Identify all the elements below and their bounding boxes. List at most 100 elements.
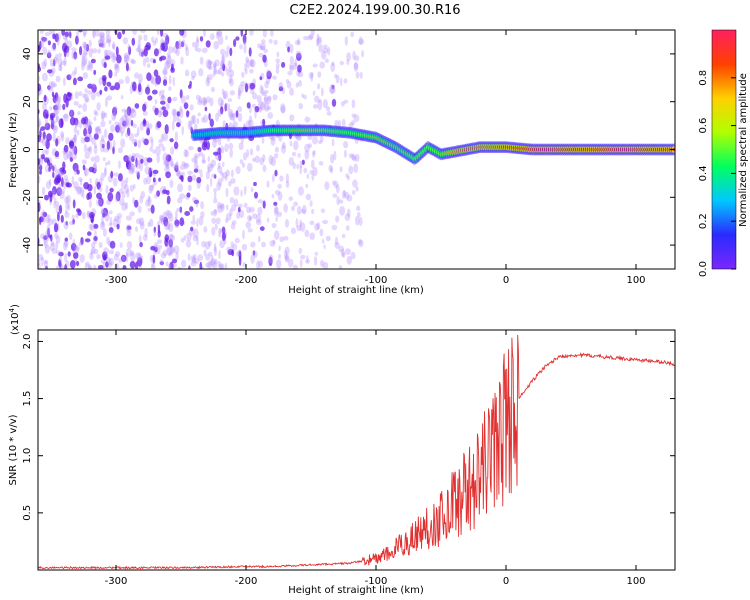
heatmap-noise-cell: [181, 39, 186, 47]
heatmap-noise-cell: [129, 112, 133, 119]
heatmap-noise-cell: [57, 211, 60, 222]
heatmap-noise-cell: [242, 33, 247, 44]
heatmap-noise-cell: [179, 217, 185, 227]
heatmap-noise-cell: [100, 110, 106, 120]
heatmap-noise-cell: [139, 161, 144, 172]
heatmap-noise-cell: [311, 174, 315, 181]
heatmap-noise-cell: [326, 106, 331, 112]
heatmap-noise-cell: [53, 201, 57, 209]
heatmap-noise-cell: [219, 239, 225, 249]
heatmap-noise-cell: [81, 159, 87, 165]
heatmap-noise-cell: [216, 31, 223, 37]
heatmap-noise-cell: [142, 103, 147, 112]
heatmap-noise-cell: [139, 121, 144, 131]
heatmap-noise-cell: [353, 62, 359, 72]
heatmap-noise-cell: [310, 72, 314, 77]
heatmap-noise-cell: [76, 129, 80, 136]
heatmap-noise-cell: [89, 178, 92, 184]
heatmap-noise-cell: [85, 123, 92, 134]
heatmap-noise-cell: [297, 64, 302, 73]
heatmap-noise-cell: [125, 117, 132, 127]
heatmap-noise-cell: [191, 256, 196, 264]
heatmap-noise-cell: [67, 204, 71, 211]
heatmap-noise-cell: [162, 66, 168, 75]
heatmap-noise-cell: [90, 156, 95, 162]
heatmap-noise-cell: [217, 155, 221, 161]
heatmap-noise-cell: [142, 119, 147, 127]
heatmap-noise-cell: [263, 89, 269, 94]
heatmap-noise-cell: [41, 186, 46, 196]
heatmap-noise-cell: [89, 252, 94, 260]
heatmap-noise-cell: [98, 39, 104, 48]
heatmap-noise-cell: [164, 61, 170, 70]
heatmap-noise-cell: [96, 181, 101, 190]
heatmap-noise-cell: [182, 171, 185, 177]
heatmap-noise-cell: [341, 118, 346, 128]
heatmap-noise-cell: [120, 125, 125, 134]
heatmap-noise-cell: [85, 44, 90, 52]
heatmap-noise-cell: [234, 237, 240, 244]
snr-x-axis-label: Height of straight line (km): [288, 585, 424, 596]
heatmap-noise-cell: [158, 214, 164, 223]
heatmap-noise-cell: [303, 94, 307, 100]
heatmap-noise-cell: [279, 175, 284, 182]
heatmap-noise-cell: [63, 241, 68, 251]
heatmap-noise-cell: [224, 102, 231, 111]
heatmap-noise-cell: [55, 201, 60, 207]
heatmap-noise-cell: [240, 189, 243, 197]
heatmap-noise-cell: [224, 218, 229, 224]
heatmap-noise-cell: [54, 232, 59, 239]
heatmap-noise-cell: [96, 198, 103, 207]
heatmap-noise-cell: [47, 214, 51, 223]
heatmap-noise-cell: [324, 181, 330, 191]
heatmap-noise-cell: [316, 222, 321, 230]
heatmap-noise-cell: [59, 191, 65, 200]
heatmap-noise-cell: [219, 203, 225, 209]
heatmap-noise-cell: [262, 118, 266, 127]
snr-series-line: [38, 334, 675, 570]
heatmap-noise-cell: [114, 121, 120, 126]
heatmap-noise-cell: [157, 110, 162, 118]
heatmap-noise-cell: [44, 122, 51, 131]
heatmap-noise-cell: [55, 115, 60, 123]
heatmap-noise-cell: [236, 211, 241, 220]
heatmap-noise-cell: [93, 240, 97, 245]
heatmap-noise-cell: [286, 81, 292, 89]
heatmap-noise-cell: [60, 133, 65, 142]
heatmap-noise-cell: [270, 137, 276, 146]
heatmap-noise-cell: [87, 60, 91, 70]
heatmap-noise-cell: [41, 42, 45, 49]
heatmap-noise-cell: [168, 46, 174, 54]
heatmap-noise-cell: [128, 162, 135, 171]
heatmap-noise-cell: [168, 222, 174, 233]
heatmap-noise-cell: [291, 205, 295, 212]
heatmap-noise-cell: [45, 180, 52, 190]
heatmap-noise-cell: [271, 222, 277, 229]
heatmap-noise-cell: [215, 112, 219, 122]
heatmap-noise-cell: [252, 157, 256, 162]
heatmap-noise-cell: [55, 95, 62, 103]
heatmap-noise-cell: [231, 169, 234, 178]
heatmap-noise-cell: [94, 30, 100, 37]
heatmap-noise-cell: [329, 84, 335, 95]
heatmap-noise-cell: [351, 99, 356, 109]
heatmap-noise-cell: [78, 177, 83, 182]
heatmap-noise-cell: [249, 59, 255, 68]
heatmap-noise-cell: [331, 138, 335, 147]
heatmap-noise-cell: [94, 155, 100, 163]
heatmap-noise-cell: [109, 85, 116, 91]
heatmap-noise-cell: [357, 239, 363, 245]
heatmap-noise-cell: [45, 109, 50, 115]
heatmap-noise-cell: [140, 158, 144, 164]
heatmap-noise-cell: [38, 263, 41, 269]
heatmap-noise-cell: [138, 51, 142, 56]
heatmap-noise-cell: [84, 88, 88, 93]
heatmap-noise-cell: [135, 47, 141, 52]
heatmap-noise-cell: [344, 213, 351, 221]
heatmap-noise-cell: [130, 59, 137, 65]
heatmap-noise-cell: [177, 183, 184, 193]
heatmap-noise-cell: [205, 253, 211, 261]
heatmap-noise-cell: [43, 238, 47, 246]
